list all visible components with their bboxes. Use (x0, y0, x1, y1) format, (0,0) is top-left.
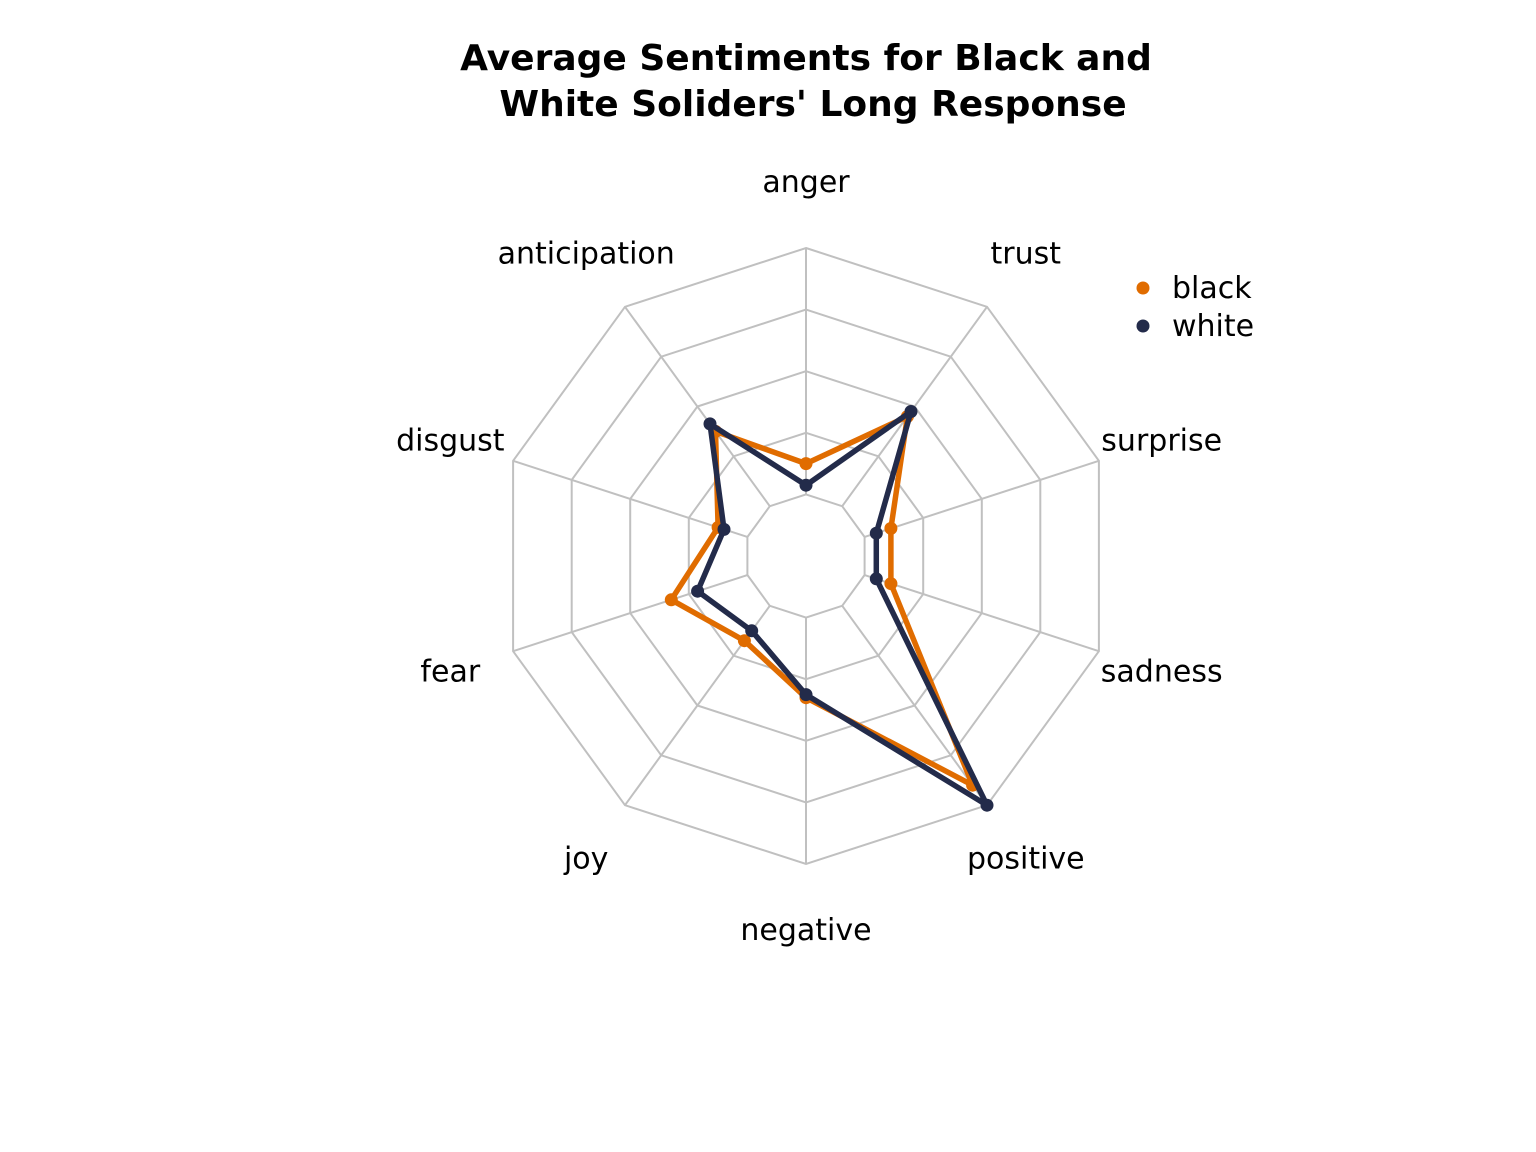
point-black-anger (799, 457, 813, 471)
point-white-surprise (869, 526, 883, 540)
legend-item-white: white (1136, 309, 1254, 344)
point-black-surprise (884, 521, 898, 535)
axis-label-anticipation: anticipation (498, 236, 675, 271)
point-white-fear (691, 584, 705, 598)
axis-label-positive: positive (967, 842, 1085, 877)
point-white-disgust (717, 522, 731, 536)
axis-label-anger: anger (762, 165, 850, 200)
axis-label-fear: fear (420, 655, 480, 690)
legend-item-black: black (1136, 271, 1252, 306)
spoke-disgust (512, 459, 748, 538)
point-white-anticipation (703, 417, 717, 431)
axis-label-trust: trust (991, 236, 1062, 271)
spoke-anticipation (624, 306, 771, 507)
chart-title-line-2: White Soliders' Long Response (499, 84, 1126, 125)
axis-label-sadness: sadness (1101, 655, 1223, 690)
legend-label-white: white (1172, 309, 1254, 344)
point-white-anger (799, 478, 813, 492)
spoke-sadness (864, 574, 1100, 653)
radar-grid (512, 246, 1100, 866)
point-white-sadness (869, 572, 883, 586)
axis-label-disgust: disgust (396, 423, 505, 458)
spoke-positive (841, 605, 988, 806)
chart-title: Average Sentiments for Black and White S… (460, 38, 1152, 125)
legend-marker-black (1136, 281, 1150, 295)
point-white-trust (904, 405, 918, 418)
point-white-joy (745, 624, 759, 638)
axis-label-surprise: surprise (1101, 423, 1222, 458)
grid-ring-1 (746, 493, 866, 619)
axis-label-joy: joy (563, 842, 608, 877)
spoke-fear (512, 574, 748, 653)
radar-series (664, 405, 994, 812)
series-white (691, 405, 994, 812)
axis-labels: anger trust surprise sadness positive negativ… (396, 165, 1223, 948)
point-black-sadness (884, 577, 898, 591)
point-black-joy (737, 634, 751, 648)
chart-title-line-1: Average Sentiments for Black and (460, 38, 1152, 79)
point-black-fear (664, 593, 678, 607)
legend-marker-white (1136, 319, 1150, 333)
spoke-surprise (864, 459, 1100, 538)
axis-label-negative: negative (740, 913, 871, 948)
point-white-positive (980, 798, 994, 812)
legend-label-black: black (1172, 271, 1252, 306)
point-white-negative (799, 688, 813, 702)
